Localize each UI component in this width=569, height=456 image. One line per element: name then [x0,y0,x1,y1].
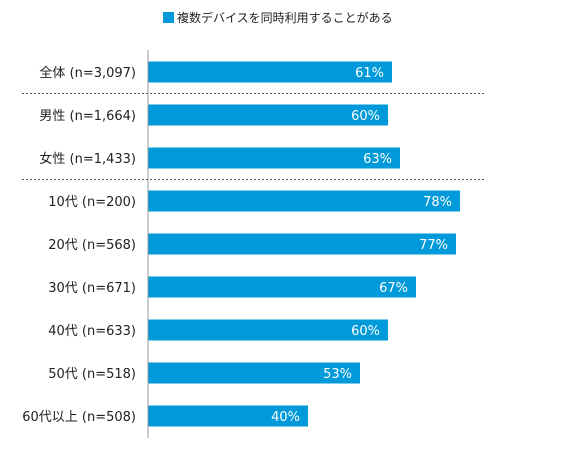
category-label: 40代 (n=633) [48,324,136,339]
category-label: 女性 (n=1,433) [39,151,136,167]
category-label: 50代 (n=518) [48,367,136,382]
data-label: 78% [423,195,452,210]
bar [148,190,460,212]
data-label: 60% [351,324,380,339]
data-label: 63% [363,152,392,167]
category-label: 60代以上 (n=508) [22,410,136,425]
bar [148,104,388,126]
bar [148,319,388,341]
category-label: 男性 (n=1,664) [39,109,136,124]
bar [148,61,392,83]
bar [148,405,308,427]
legend: 複数デバイスを同時利用することがある [163,10,393,25]
group-separators [22,93,484,180]
data-label: 67% [379,281,408,296]
bars [148,61,460,427]
category-label: 30代 (n=671) [48,281,136,296]
bar [148,147,400,169]
bar [148,276,416,298]
data-label: 77% [419,238,448,253]
data-label: 61% [355,66,384,81]
data-label: 40% [271,410,300,425]
category-label: 20代 (n=568) [48,238,136,253]
bar [148,362,360,384]
data-label: 60% [351,109,380,124]
legend-label: 複数デバイスを同時利用することがある [177,10,393,25]
legend-swatch [163,12,174,23]
bar [148,233,456,255]
data-label: 53% [323,367,352,382]
category-labels: 全体 (n=3,097) 男性 (n=1,664) 女性 (n=1,433) 10代 … [22,65,136,425]
category-label: 10代 (n=200) [48,195,136,210]
category-label: 全体 (n=3,097) [39,65,136,81]
value-labels: 61% 60% 63% 78% 77% 67% 60% 53% 40% [271,66,452,425]
